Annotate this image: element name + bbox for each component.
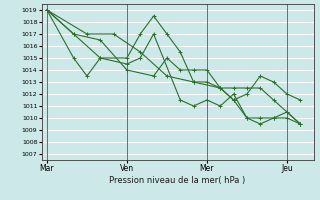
- X-axis label: Pression niveau de la mer( hPa ): Pression niveau de la mer( hPa ): [109, 176, 246, 185]
